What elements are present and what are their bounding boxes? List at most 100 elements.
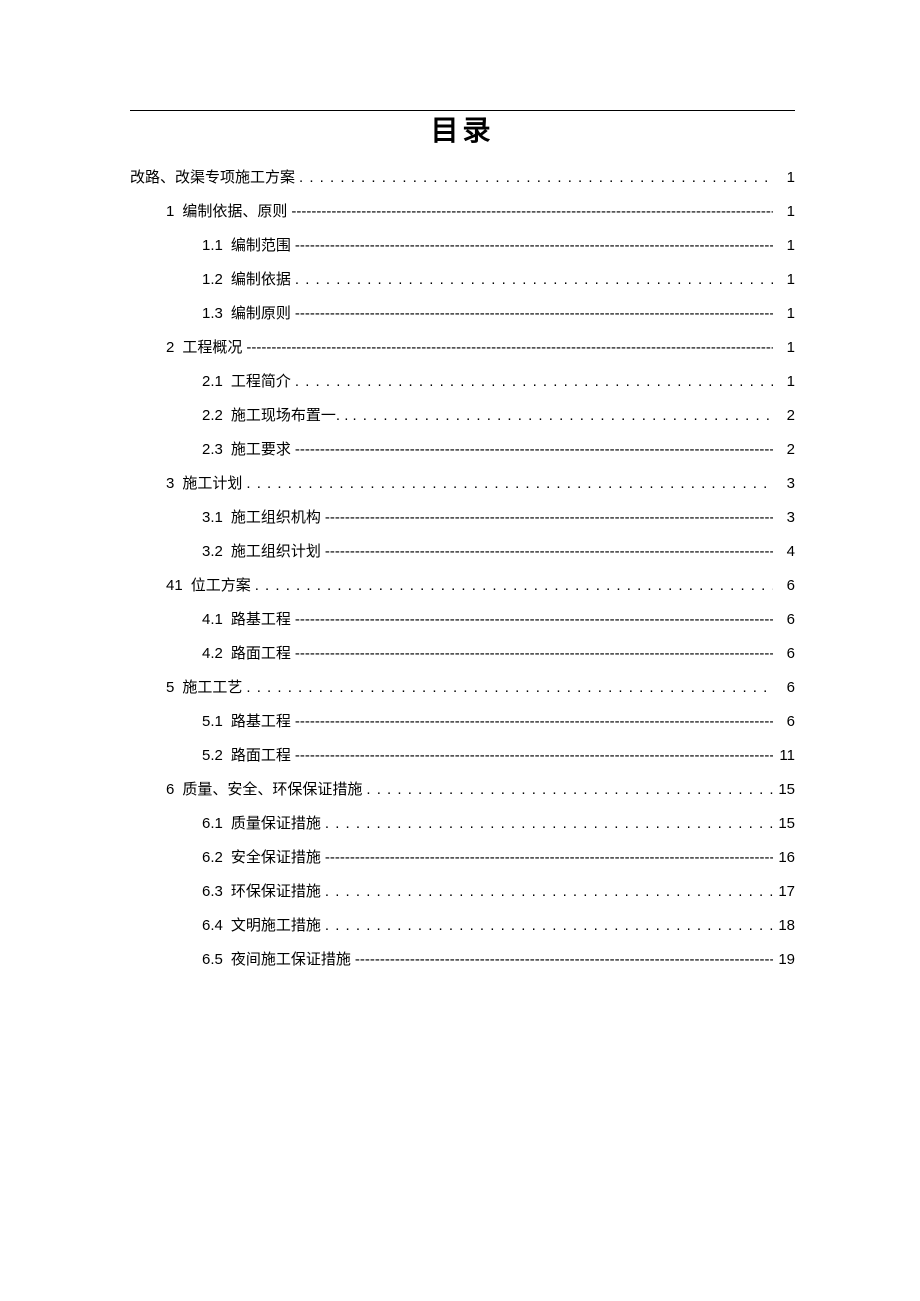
toc-entry: 4.1路基工程6 <box>130 611 795 629</box>
toc-entry-page: 17 <box>777 883 795 901</box>
toc-entry-prefix: . . . <box>336 407 357 425</box>
toc-entry-number: 6.4 <box>202 917 223 935</box>
page-title: 目录 <box>130 109 795 149</box>
toc-entry-label: 施工要求 <box>231 441 291 459</box>
toc-leader <box>325 543 773 561</box>
toc-entry-page: 19 <box>777 951 795 969</box>
toc-entry-number: 4.2 <box>202 645 223 663</box>
toc-entry-number: 41 <box>166 577 183 595</box>
toc-entry-number: 2.1 <box>202 373 223 391</box>
toc-entry-page: 16 <box>777 849 795 867</box>
toc-entry-page: 1 <box>777 203 795 221</box>
toc-entry: 6.1质量保证措施15 <box>130 815 795 833</box>
toc-entry-number: 2.3 <box>202 441 223 459</box>
toc-leader <box>295 305 773 323</box>
toc-entry-number: 2 <box>166 339 174 357</box>
toc-entry-page: 6 <box>777 713 795 731</box>
toc-entry-label: 安全保证措施 <box>231 849 321 867</box>
toc-entry-label: 改路、改渠专项施工方案 <box>130 169 295 187</box>
toc-entry: 2.1工程简介1 <box>130 373 795 391</box>
toc-entry-number: 1.1 <box>202 237 223 255</box>
toc-entry: 1.1编制范围1 <box>130 237 795 255</box>
toc-entry-number: 3 <box>166 475 174 493</box>
toc-entry-number: 6.3 <box>202 883 223 901</box>
toc-entry-page: 1 <box>777 169 795 187</box>
toc-leader <box>295 747 773 765</box>
toc-entry-number: 3.1 <box>202 509 223 527</box>
toc-entry-page: 2 <box>777 441 795 459</box>
toc-leader <box>295 713 773 731</box>
toc-leader <box>355 951 773 969</box>
toc-leader <box>255 577 773 595</box>
toc-entry-number: 1.3 <box>202 305 223 323</box>
toc-entry: 6.4 文明施工措施 18 <box>130 917 795 935</box>
toc-leader <box>295 611 773 629</box>
toc-entry-page: 18 <box>777 917 795 935</box>
toc-entry-number: 6.5 <box>202 951 223 969</box>
toc-entry: 2.3 施工要求 2 <box>130 441 795 459</box>
toc-entry: 1 编制依据、原则 1 <box>130 203 795 221</box>
toc-entry-page: 1 <box>777 339 795 357</box>
toc-entry-number: 2.2 <box>202 407 223 425</box>
toc-entry-number: 5.2 <box>202 747 223 765</box>
toc-leader <box>295 645 773 663</box>
toc-entry-page: 3 <box>777 509 795 527</box>
document-page: 目录 改路、改渠专项施工方案11编制依据、原则11.1编制范围11.2编制依据1… <box>0 0 920 969</box>
toc-entry-number: 3.2 <box>202 543 223 561</box>
toc-entry: 6.2 安全保证措施 16 <box>130 849 795 867</box>
toc-entry: 5.2路面工程11 <box>130 747 795 765</box>
toc-leader <box>366 781 773 799</box>
toc-leader <box>295 271 773 289</box>
toc-entry-label: 编制依据 <box>231 271 291 289</box>
toc-entry-label: 编制原则 <box>231 305 291 323</box>
toc-leader <box>325 815 773 833</box>
toc-entry-page: 15 <box>777 815 795 833</box>
toc-entry: 3 施工计划 3 <box>130 475 795 493</box>
toc-entry-label: 施工组织机构 <box>231 509 321 527</box>
toc-entry-label: 施工现场布置一 <box>231 407 336 425</box>
toc-leader <box>246 679 773 697</box>
toc-entry-page: 1 <box>777 271 795 289</box>
toc-leader <box>325 509 773 527</box>
toc-entry-page: 1 <box>777 237 795 255</box>
toc-entry-label: 施工工艺 <box>182 679 242 697</box>
toc-entry: 改路、改渠专项施工方案 1 <box>130 169 795 187</box>
toc-entry-number: 4.1 <box>202 611 223 629</box>
toc-entry: 6.5 夜间施工保证措施 19 <box>130 951 795 969</box>
toc-entry-label: 工程概况 <box>182 339 242 357</box>
toc-entry-number: 1 <box>166 203 174 221</box>
toc-entry-label: 施工计划 <box>182 475 242 493</box>
toc-leader <box>325 883 773 901</box>
toc-entry-label: 路面工程 <box>231 645 291 663</box>
toc-entry-page: 2 <box>777 407 795 425</box>
toc-entry-label: 环保保证措施 <box>231 883 321 901</box>
toc-entry-page: 6 <box>777 679 795 697</box>
toc-entry-page: 11 <box>777 747 795 765</box>
toc-leader <box>363 407 773 425</box>
table-of-contents: 改路、改渠专项施工方案11编制依据、原则11.1编制范围11.2编制依据11.3… <box>130 169 795 969</box>
toc-entry: 6.3 环保保证措施 17 <box>130 883 795 901</box>
toc-leader <box>246 339 773 357</box>
toc-entry-number: 5 <box>166 679 174 697</box>
toc-entry: 5.1 路基工程 6 <box>130 713 795 731</box>
toc-entry-number: 6.1 <box>202 815 223 833</box>
toc-leader <box>299 169 773 187</box>
toc-entry-label: 位工方案 <box>191 577 251 595</box>
toc-leader <box>246 475 773 493</box>
toc-entry-label: 工程简介 <box>231 373 291 391</box>
toc-entry-number: 5.1 <box>202 713 223 731</box>
toc-entry: 1.2编制依据1 <box>130 271 795 289</box>
toc-entry: 41位工方案6 <box>130 577 795 595</box>
toc-entry-page: 1 <box>777 305 795 323</box>
toc-entry-label: 夜间施工保证措施 <box>231 951 351 969</box>
toc-entry-label: 文明施工措施 <box>231 917 321 935</box>
toc-entry-page: 3 <box>777 475 795 493</box>
toc-leader <box>325 917 773 935</box>
toc-entry-label: 路基工程 <box>231 713 291 731</box>
toc-entry-label: 编制依据、原则 <box>182 203 287 221</box>
toc-entry-number: 6 <box>166 781 174 799</box>
toc-entry: 3.2施工组织计划4 <box>130 543 795 561</box>
toc-entry: 2.2 施工现场布置一. . . 2 <box>130 407 795 425</box>
toc-entry-page: 15 <box>777 781 795 799</box>
toc-entry-number: 6.2 <box>202 849 223 867</box>
